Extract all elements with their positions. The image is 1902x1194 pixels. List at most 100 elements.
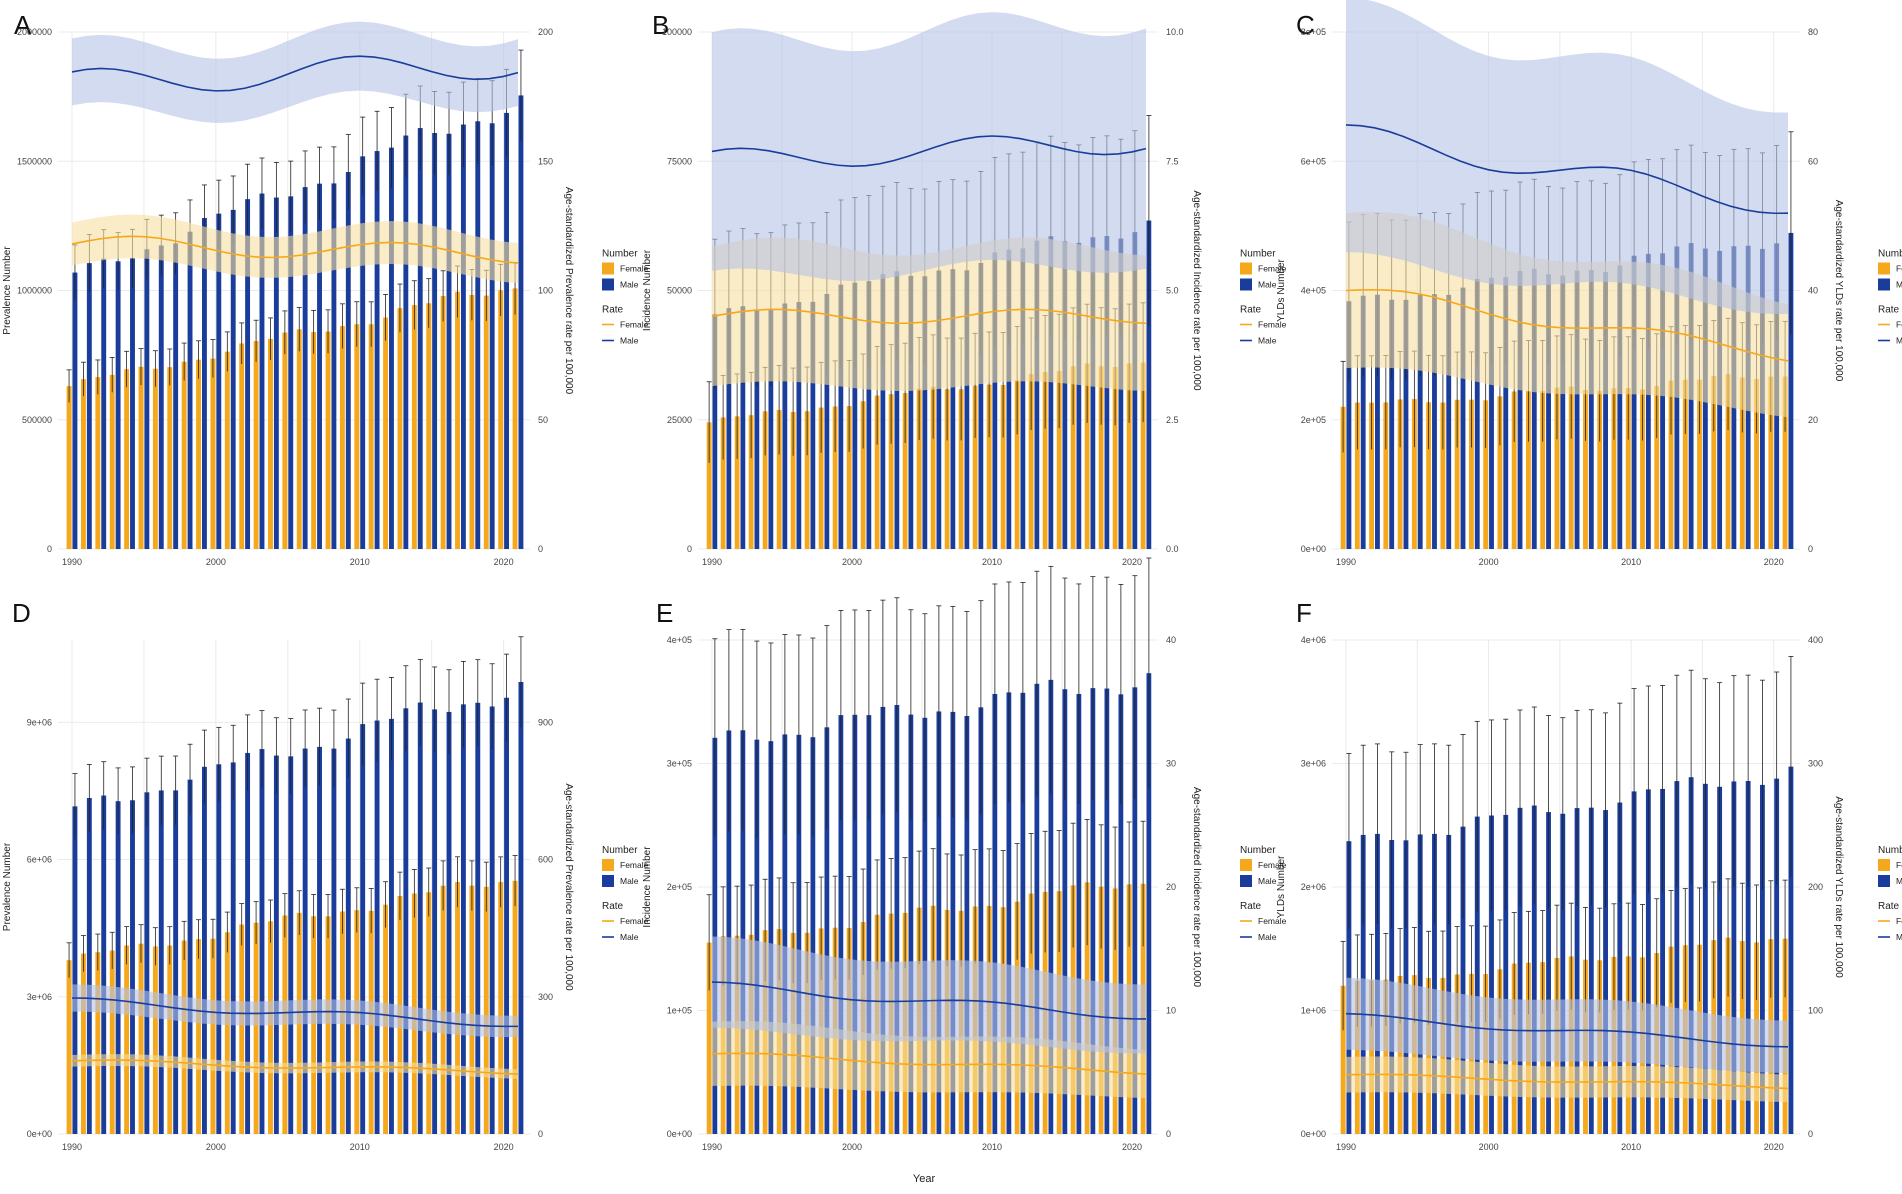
- bar-female: [440, 885, 446, 1134]
- bar-female: [138, 943, 144, 1134]
- legend-label-female: Female: [1258, 264, 1287, 274]
- bar-male: [1474, 278, 1480, 549]
- bar-female: [80, 379, 86, 549]
- bar-female: [109, 374, 115, 549]
- bar-female: [1668, 380, 1674, 549]
- legend-swatch-male: [1240, 875, 1252, 887]
- bar-male: [72, 272, 78, 549]
- bar-male: [1674, 246, 1680, 549]
- bar-female: [469, 885, 475, 1134]
- bar-male: [101, 795, 107, 1134]
- bar-male: [158, 790, 164, 1134]
- bar-male: [101, 258, 107, 549]
- bar-female: [804, 411, 810, 549]
- y-tick-label: 3e+06: [1301, 759, 1326, 769]
- bar-female: [268, 921, 273, 1134]
- legend-swatch-female: [1878, 262, 1890, 275]
- bar-female: [944, 389, 950, 549]
- legend-label-male: Male: [1896, 876, 1902, 886]
- panel-label: D: [12, 598, 31, 628]
- bar-male: [908, 275, 914, 549]
- rate-lines: [711, 936, 1147, 1099]
- y2-tick-label: 100: [538, 286, 553, 296]
- legend-label-male: Male: [1258, 280, 1277, 290]
- bar-male: [880, 274, 886, 549]
- legend-number-title: Number: [1240, 845, 1276, 856]
- bar-male: [1717, 786, 1723, 1134]
- bar-male: [374, 151, 380, 550]
- rate-lines: [711, 12, 1147, 391]
- y-axis-title: Prevalence Number: [2, 842, 13, 931]
- legend-swatch-female: [602, 859, 614, 871]
- bar-male: [1531, 805, 1537, 1134]
- legend: Number Female Male Rate Female Male: [602, 249, 649, 346]
- bar-female: [860, 401, 866, 549]
- y2-tick-label: 200: [538, 27, 553, 37]
- bar-female: [1540, 390, 1546, 549]
- bar-female: [832, 406, 838, 549]
- bar-male: [345, 738, 351, 1134]
- bar-female: [124, 369, 130, 549]
- legend-swatch-female: [1240, 859, 1252, 871]
- bar-male: [317, 183, 322, 549]
- rate-band-female: [1346, 1056, 1788, 1103]
- y2-tick-label: 900: [538, 717, 553, 727]
- bar-male: [1417, 834, 1423, 1134]
- legend-swatch-female: [1878, 859, 1890, 871]
- bar-male: [782, 303, 788, 549]
- bar-female: [1126, 363, 1132, 549]
- x-tick-label: 2000: [206, 557, 226, 567]
- bar-male: [1546, 274, 1551, 549]
- bar-female: [1000, 385, 1006, 549]
- bar-male: [782, 734, 788, 1134]
- bar-male: [360, 156, 366, 550]
- rate-line-male: [1345, 124, 1789, 215]
- bar-male: [1020, 248, 1026, 550]
- rate-line-male: [711, 981, 1147, 1020]
- y-tick-label: 25000: [667, 415, 692, 425]
- bar-male: [978, 707, 984, 1134]
- y2-tick-label: 10: [1166, 1006, 1176, 1016]
- bar-female: [311, 916, 317, 1134]
- y2-axis-title: Age-standardized Prevalence rate per 100…: [563, 187, 574, 395]
- bar-male: [331, 748, 337, 1134]
- y2-tick-label: 50: [538, 415, 548, 425]
- legend-rate-label-female: Female: [1258, 916, 1287, 926]
- legend-swatch-male: [1240, 278, 1252, 291]
- bar-male: [1460, 826, 1466, 1134]
- y-tick-label: 0: [47, 544, 52, 554]
- x-tick-label: 1990: [1336, 1142, 1356, 1152]
- bar-male: [1076, 242, 1082, 549]
- bar-female: [152, 946, 158, 1134]
- bar-male: [726, 730, 732, 1134]
- y2-axis-title: Age-standardized Prevalence rate per 100…: [563, 783, 574, 991]
- legend: Number Female Male Rate Female Male: [1240, 249, 1287, 346]
- x-tick-label: 1990: [1336, 557, 1356, 567]
- y2-axis-title: Age-standardized Incidence rate per 100,…: [1191, 190, 1202, 391]
- bar-male: [1788, 766, 1794, 1134]
- y-tick-label: 50000: [667, 286, 692, 296]
- y2-axis-title: Age-standardized YLDs rate per 100,000: [1833, 796, 1844, 978]
- bar-male: [1631, 255, 1637, 549]
- bar-male: [1645, 253, 1651, 549]
- bar-female: [296, 329, 302, 549]
- panel-label: F: [1296, 598, 1312, 628]
- bar-female: [483, 886, 489, 1134]
- bar-male: [302, 187, 308, 549]
- panel-E: E 0e+00 1e+05 2e+05 3e+05 4e+05 0 10 20 30 40 1990 2…: [642, 557, 1287, 1152]
- bar-male: [1574, 270, 1580, 549]
- bar-female: [411, 305, 417, 549]
- bar-female: [1511, 391, 1517, 549]
- bar-male: [1118, 694, 1124, 1134]
- bar-male: [1531, 268, 1537, 549]
- y2-axis-title: Age-standardized YLDs rate per 100,000: [1833, 200, 1844, 382]
- bar-male: [1603, 810, 1608, 1134]
- bar-male: [754, 310, 760, 549]
- bar-male: [754, 739, 760, 1134]
- bar-male: [245, 752, 251, 1134]
- y-tick-label: 8e+05: [1301, 27, 1326, 37]
- bar-female: [109, 950, 115, 1134]
- legend: Number Female Male Rate Female Male: [1878, 249, 1902, 346]
- bar-female: [748, 415, 754, 549]
- legend-label-male: Male: [620, 876, 639, 886]
